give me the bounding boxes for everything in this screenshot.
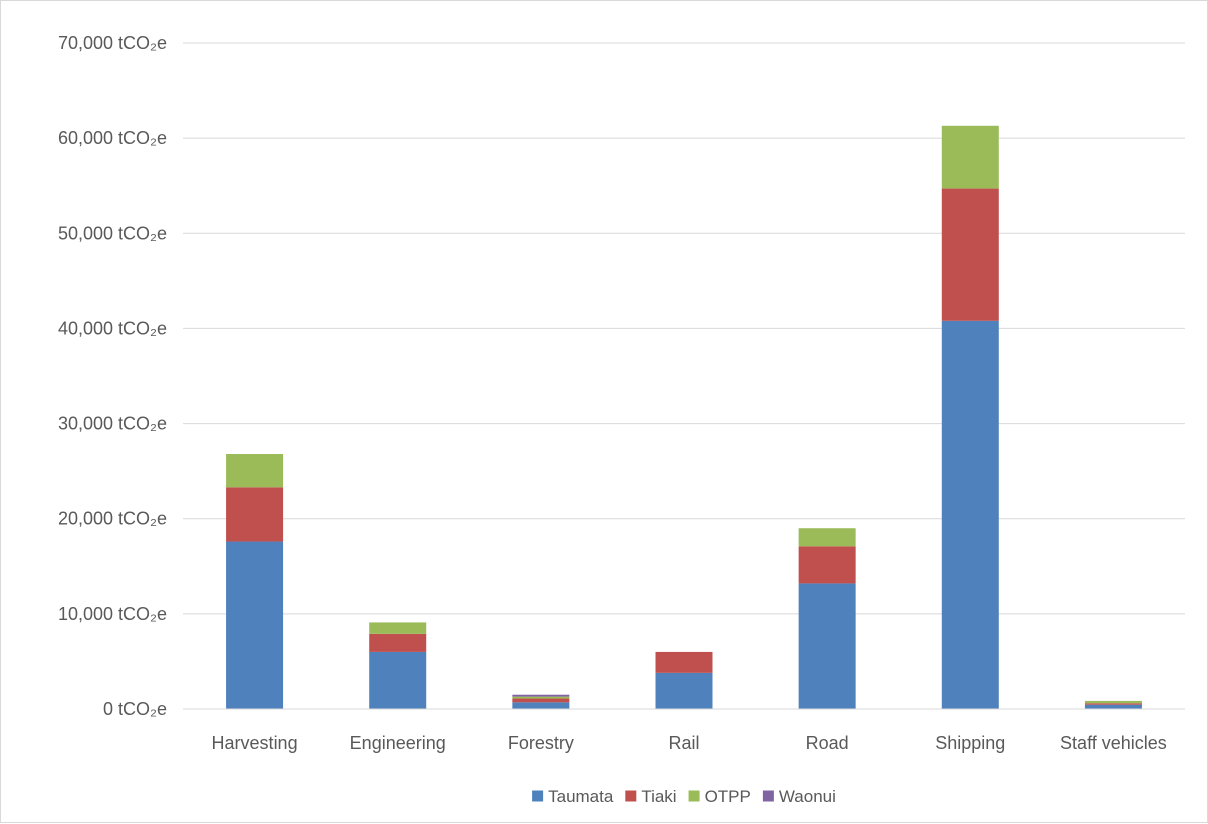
bar-segment-tiaki-shipping [941,188,999,321]
bar-segment-tiaki-staff-vehicles [1084,703,1142,705]
y-tick-label: 20,000 tCO₂e [58,509,167,529]
y-tick-label: 70,000 tCO₂e [58,33,167,53]
x-category-label: Shipping [935,733,1005,753]
gridlines [183,42,1185,615]
bar-segment-taumata-rail [655,672,713,709]
legend-swatch-taumata [532,790,544,802]
bar-segment-otpp-shipping [941,125,999,189]
bar-segment-taumata-shipping [941,320,999,709]
legend: Taumata Tiaki OTPP Waonui [532,787,836,806]
y-tick-label: 40,000 tCO₂e [58,318,167,338]
x-category-label: Road [806,733,849,753]
y-tick-label: 60,000 tCO₂e [58,128,167,148]
x-category-label: Engineering [350,733,446,753]
bar-segment-tiaki-rail [655,651,713,673]
legend-swatch-otpp [688,790,700,802]
x-category-label: Forestry [508,733,574,753]
bar-segment-waonui-forestry [512,694,570,697]
x-axis-category-labels: Harvesting Engineering Forestry Rail Road Shi… [212,733,1167,753]
y-tick-label: 50,000 tCO₂e [58,223,167,243]
bar-segment-otpp-harvesting [226,454,284,488]
y-tick-label: 10,000 tCO₂e [58,604,167,624]
legend-label-taumata: Taumata [548,787,614,806]
bar-segment-tiaki-engineering [369,633,427,652]
bar-segment-tiaki-harvesting [226,487,284,542]
bar-segment-taumata-staff-vehicles [1084,704,1142,709]
bar-segment-otpp-staff-vehicles [1084,700,1142,704]
x-category-label: Staff vehicles [1060,733,1167,753]
bar-segment-taumata-road [798,583,856,709]
bar-segment-otpp-engineering [369,622,427,634]
legend-label-waonui: Waonui [779,787,836,806]
legend-swatch-waonui [762,790,774,802]
bar-segment-tiaki-forestry [512,698,570,703]
bar-segment-taumata-forestry [512,702,570,709]
y-tick-label: 30,000 tCO₂e [58,414,167,434]
legend-label-tiaki: Tiaki [641,787,676,806]
x-category-label: Rail [668,733,699,753]
bar-segment-otpp-road [798,528,856,547]
x-category-label: Harvesting [212,733,298,753]
bar-segment-taumata-engineering [369,651,427,709]
y-axis-tick-labels: 0 tCO₂e 10,000 tCO₂e 20,000 tCO₂e 30,000 tC… [58,33,167,719]
bar-segment-otpp-forestry [512,696,570,699]
y-tick-label: 0 tCO₂e [103,699,167,719]
bar-segment-taumata-harvesting [226,541,284,709]
bar-segment-tiaki-road [798,546,856,584]
legend-label-otpp: OTPP [705,787,751,806]
bars [226,125,1142,709]
legend-swatch-tiaki [625,790,637,802]
